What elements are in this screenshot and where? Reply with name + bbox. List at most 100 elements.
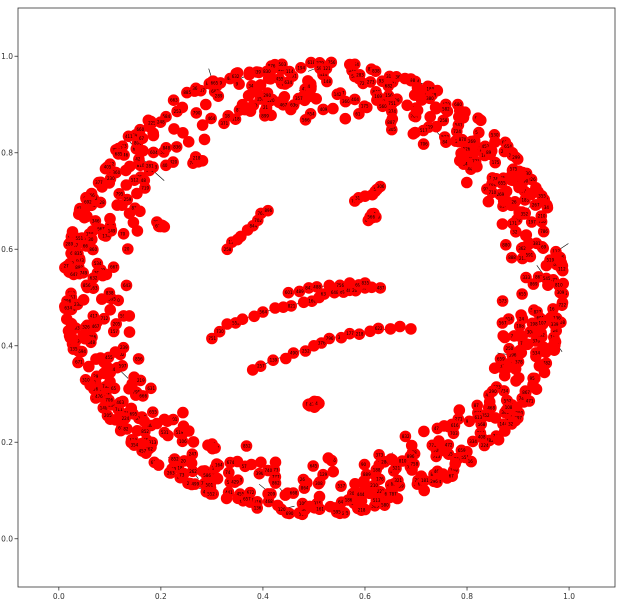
ring-node (167, 94, 180, 106)
ring-node (244, 105, 257, 117)
ring-node (339, 112, 352, 125)
node-label-mark: 408 (478, 435, 486, 440)
ring-node (110, 318, 122, 330)
ring-node (79, 374, 92, 386)
ring-node (520, 386, 532, 399)
ring-node (513, 372, 525, 384)
ring-node (541, 201, 554, 214)
node-label-mark: 34 (248, 83, 254, 88)
node-label-mark: 333 (523, 275, 531, 280)
node-label-mark: 21 (263, 105, 269, 110)
node-label-mark: 109 (299, 501, 307, 506)
chain-node (248, 310, 260, 323)
ring-node (370, 464, 383, 476)
node-label-mark: 188 (516, 324, 524, 329)
node-label-mark: 18 (225, 113, 231, 118)
node-label-mark: 844 (250, 223, 258, 228)
chain-node (323, 332, 336, 345)
node-label-mark: 836 (173, 144, 181, 149)
node-label-mark: 30 (88, 237, 94, 242)
ring-node (515, 170, 527, 183)
ring-node (433, 435, 445, 447)
ring-node (401, 99, 414, 112)
node-label-mark: 730 (216, 329, 224, 334)
node-label-mark: 827 (197, 88, 205, 93)
ring-node (372, 90, 384, 103)
ring-node (77, 267, 89, 279)
node-label-mark: 289 (215, 94, 223, 99)
node-label-mark: 258 (440, 118, 448, 123)
ring-node (222, 110, 234, 122)
node-label-mark: 95 (530, 376, 536, 381)
node-label-mark: 860 (89, 247, 97, 252)
ring-node (103, 287, 116, 299)
ring-node (77, 294, 90, 306)
ring-node (486, 186, 498, 199)
ring-node (512, 330, 525, 342)
node-label-mark: 221 (377, 489, 385, 494)
node-label-mark: 702 (254, 218, 262, 223)
node-label-mark: 352 (521, 212, 529, 217)
ring-node (158, 426, 171, 439)
node-label-mark: 694 (78, 349, 86, 354)
node-label-mark: 174 (102, 234, 110, 239)
ring-node (262, 464, 274, 477)
ring-node (385, 116, 397, 129)
ring-node (496, 218, 509, 230)
ring-node (310, 93, 323, 105)
ring-node (327, 465, 340, 478)
node-label-mark: 409 (320, 107, 328, 112)
node-label-mark: 835 (445, 452, 453, 457)
node-label-mark: 74 (493, 176, 499, 181)
node-label-mark: 604 (150, 150, 158, 155)
node-label-mark: 673 (76, 258, 84, 263)
node-label-mark: 218 (356, 332, 364, 337)
node-label-mark: 551 (461, 455, 469, 460)
ring-node (205, 112, 217, 125)
node-label-mark: 690 (286, 511, 294, 516)
node-label-mark: 148 (100, 405, 108, 410)
chain-node (206, 332, 218, 345)
ring-node (87, 310, 100, 322)
node-label-mark: 665 (211, 81, 219, 86)
node-label-mark: 120 (267, 98, 275, 103)
node-label-mark: 374 (388, 109, 396, 114)
node-label-mark: 810 (399, 459, 407, 464)
chain-node (372, 322, 385, 335)
ring-node (556, 299, 568, 312)
node-label-mark: 848 (163, 145, 171, 150)
node-label-mark: 360 (113, 170, 121, 175)
node-label-mark: 632 (90, 276, 98, 281)
node-label-mark: 163 (90, 286, 98, 291)
node-label-mark: 249 (132, 132, 140, 137)
node-label-mark: 488 (313, 284, 321, 289)
ring-node (330, 506, 343, 518)
node-label-mark: 455 (237, 492, 245, 497)
ring-node (189, 478, 201, 490)
node-label-mark: 852 (482, 413, 490, 418)
node-label-mark: 841 (305, 285, 313, 290)
ring-node (223, 466, 235, 479)
ring-node (72, 356, 85, 368)
ring-node (92, 176, 105, 189)
ring-node (170, 141, 183, 153)
chain-node (282, 286, 295, 299)
ring-node (128, 174, 141, 186)
node-label-mark: 93 (379, 79, 385, 84)
node-label-mark: 16 (550, 306, 556, 311)
node-label-mark: 239 (120, 345, 128, 350)
node-label-mark: 745 (519, 396, 527, 401)
ring-node (446, 470, 459, 483)
ring-node (185, 457, 198, 470)
ring-node (212, 459, 225, 472)
node-label-mark: 616 (451, 423, 459, 428)
node-label-mark: 326 (82, 325, 90, 330)
node-label-mark: 787 (389, 492, 397, 497)
node-label-mark: 296 (64, 299, 72, 304)
chain-node (374, 180, 387, 193)
node-label-mark: 175 (492, 160, 500, 165)
node-label-mark: 777 (272, 474, 280, 479)
ring-node (399, 72, 411, 85)
ring-node (283, 65, 296, 78)
ring-node (112, 148, 125, 160)
